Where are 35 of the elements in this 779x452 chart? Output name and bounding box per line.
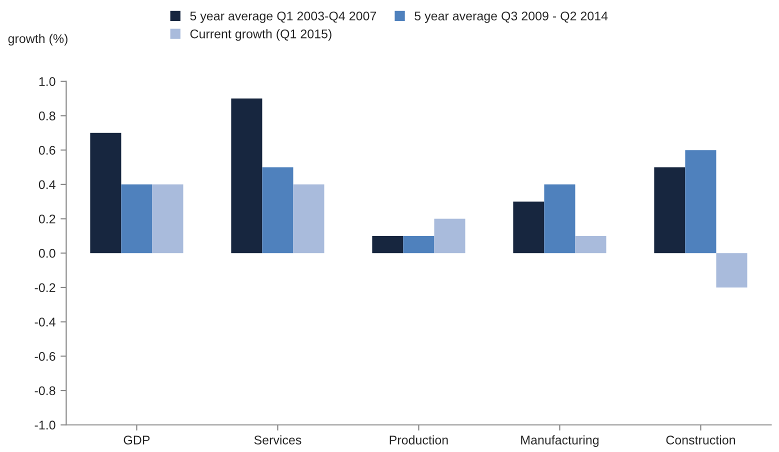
bar — [90, 132, 122, 254]
x-tick-label: Services — [254, 435, 302, 444]
bar — [121, 184, 152, 254]
legend-label: Current growth (Q1 2015) — [190, 29, 332, 41]
bar — [403, 236, 434, 254]
y-tick-label: 1.0 — [39, 77, 56, 86]
bar — [372, 236, 404, 254]
bar — [293, 184, 324, 254]
y-axis-title: growth (%) — [8, 34, 68, 46]
y-tick-label: -0.8 — [34, 386, 56, 396]
legend-label: 5 year average Q1 2003-Q4 2007 — [190, 12, 376, 23]
y-tick-label: -0.4 — [34, 318, 56, 326]
bar — [544, 184, 576, 254]
bar — [513, 202, 544, 254]
y-tick-label: -0.2 — [34, 283, 56, 292]
bar — [434, 218, 466, 254]
y-tick-label: -0.6 — [34, 352, 56, 361]
bar — [152, 184, 184, 254]
x-tick-label: Manufacturing — [521, 435, 599, 447]
bar — [654, 167, 686, 254]
legend-label: 5 year average Q3 2009 - Q2 2014 — [414, 12, 608, 23]
x-tick-label: Production — [390, 435, 448, 444]
bar — [575, 236, 606, 254]
y-tick-label: 0.8 — [38, 112, 56, 120]
y-tick-label: 0.6 — [38, 146, 56, 155]
bar — [716, 253, 748, 288]
y-tick-label: 0.2 — [38, 214, 56, 224]
bar — [262, 167, 294, 254]
bar — [231, 98, 262, 254]
x-tick-label: Construction — [666, 435, 735, 444]
x-tick-label: GDP — [124, 436, 150, 444]
y-tick-label: -1.0 — [34, 420, 56, 430]
y-tick-label: 0.0 — [38, 248, 56, 258]
bar — [685, 150, 716, 254]
y-tick-label: 0.4 — [38, 180, 56, 190]
